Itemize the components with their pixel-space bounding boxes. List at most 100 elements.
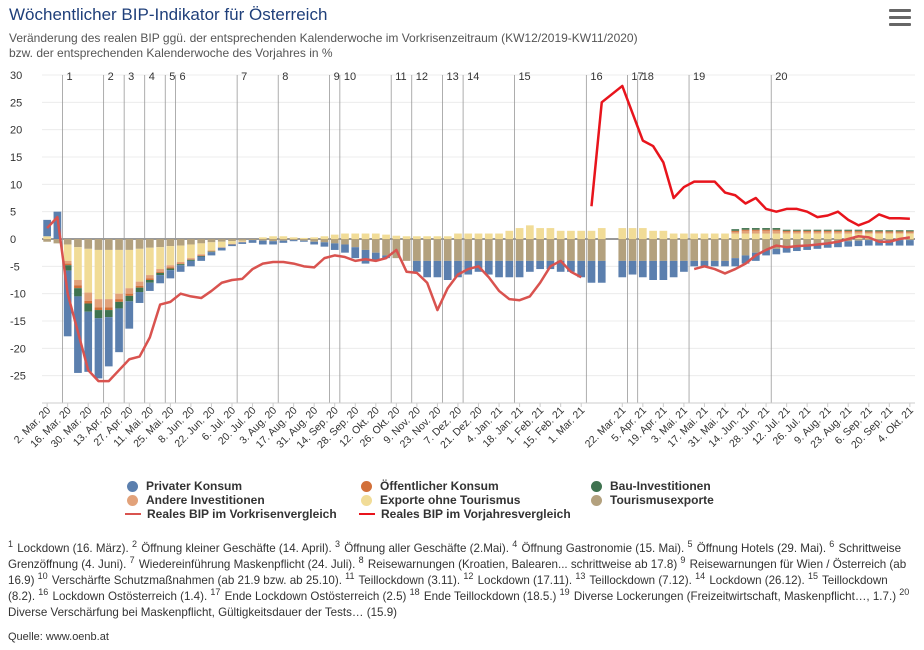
bar-privater_konsum [125,301,134,329]
bar-tourismus [228,239,236,242]
bar-tourismus [536,239,544,261]
bar-exporte [115,249,123,294]
legend-vorkrise[interactable]: Reales BIP im Vorkrisenvergleich [125,507,337,521]
bar-privater_konsum [310,241,319,245]
bar-andere_inv [135,281,144,287]
bar-andere_inv [803,231,812,234]
bar-andere_inv [187,258,195,260]
bar-privater_konsum [145,282,154,291]
bar-exporte [382,234,390,239]
event-label: 18 [642,71,654,83]
footnote-text: Lockdown (16. März). [14,542,129,555]
bar-oeffentlicher_konsum [74,285,82,289]
bar-privater_konsum [505,260,514,278]
bar-tourismus [361,239,370,250]
bar-privater_konsum [197,256,206,261]
bar-tourismus [793,239,801,246]
footnote-number: 15 [807,571,818,582]
bar-exporte [556,230,565,239]
legend-andere-investitionen[interactable]: Andere Investitionen [127,493,265,507]
bar-exporte [402,236,411,239]
bar-privater_konsum [217,247,226,251]
bar-privater_konsum [731,258,740,267]
legend-label: Privater Konsum [146,479,243,493]
bar-bau [731,229,740,231]
legend-vorjahr[interactable]: Reales BIP im Vorjahresvergleich [359,507,571,521]
event-label: 11 [395,71,406,83]
bar-exporte [238,240,247,242]
bar-tourismus [197,239,206,244]
bar-tourismus [248,239,257,241]
legend-privater-konsum[interactable]: Privater Konsum [127,479,242,493]
bar-privater_konsum [320,242,329,247]
bar-tourismus [258,239,267,241]
bar-andere_inv [217,247,226,248]
bar-tourismus [628,239,637,261]
footnote-text: Diverse Verschärfung bei Maskenpflicht, … [8,606,398,619]
bar-exporte [577,230,586,239]
bar-tourismus [505,239,514,261]
legend-tourismus[interactable]: Tourismusexporte [591,493,714,507]
bar-bau [94,310,103,319]
bar-exporte [906,233,914,239]
bar-bau [84,303,93,312]
bar-privater_konsum [433,260,442,278]
bar-tourismus [834,239,842,242]
bar-tourismus [700,239,709,261]
bar-andere_inv [63,260,72,264]
event-label: 3 [128,71,134,83]
hamburger-menu-icon[interactable] [889,9,911,27]
bar-exporte [330,234,339,239]
bar-tourismus [310,239,319,242]
bar-tourismus [187,239,195,245]
bar-bau [895,230,904,232]
bar-privater_konsum [906,240,914,246]
y-tick-label: 20 [10,125,22,137]
legend-label: Tourismusexporte [610,493,714,507]
y-tick-label: 5 [10,207,16,219]
bar-andere_inv [854,231,863,234]
bar-exporte [762,233,770,239]
bar-tourismus [443,239,452,261]
bar-privater_konsum [135,292,144,303]
bar-andere_inv [762,230,770,234]
legend-dot [361,480,372,492]
bar-privater_konsum [443,260,452,280]
legend-bau[interactable]: Bau-Investitionen [591,479,711,493]
bar-tourismus [176,239,185,246]
bar-bau [197,255,206,257]
bar-bau [145,280,154,283]
event-label: 7 [241,71,247,83]
bar-privater_konsum [351,247,360,259]
bar-tourismus [484,239,493,261]
bar-privater_konsum [187,260,195,267]
footnote-number: 4 [512,539,518,550]
event-label: 9 [334,71,340,83]
bar-tourismus [371,239,380,253]
legend-oeffentlicher-konsum[interactable]: Öffentlicher Konsum [361,479,499,493]
bar-andere_inv [864,232,873,234]
bar-exporte [443,236,452,239]
footnote-number: 14 [695,571,706,582]
bar-privater_konsum [454,260,462,278]
footnote-text: Reisewarnungen (Kroatien, Balearen... sc… [364,558,678,571]
bar-bau [104,310,113,318]
footnote-item: 3 Öffnung aller Geschäfte (2.Mai). [335,540,509,555]
bar-exporte [659,230,668,239]
bar-privater_konsum [248,240,257,243]
bar-privater_konsum [536,260,544,270]
legend-exporte[interactable]: Exporte ohne Tourismus [361,493,520,507]
bar-privater_konsum [823,242,832,248]
footnote-item: 16 Lockdown Ostösterreich (1.4). [38,588,207,603]
bar-exporte [638,228,647,239]
bar-oeffentlicher_konsum [782,230,791,232]
bar-oeffentlicher_konsum [793,230,801,232]
bar-tourismus [721,239,729,261]
event-label: 10 [344,71,356,83]
bar-privater_konsum [834,241,842,248]
bar-tourismus [320,239,329,243]
bar-oeffentlicher_konsum [115,299,123,302]
footnote-text: Schrittweise Grenzöffnung (4. Juni). [8,542,902,571]
bar-exporte [793,233,801,239]
bar-privater_konsum [690,260,699,267]
